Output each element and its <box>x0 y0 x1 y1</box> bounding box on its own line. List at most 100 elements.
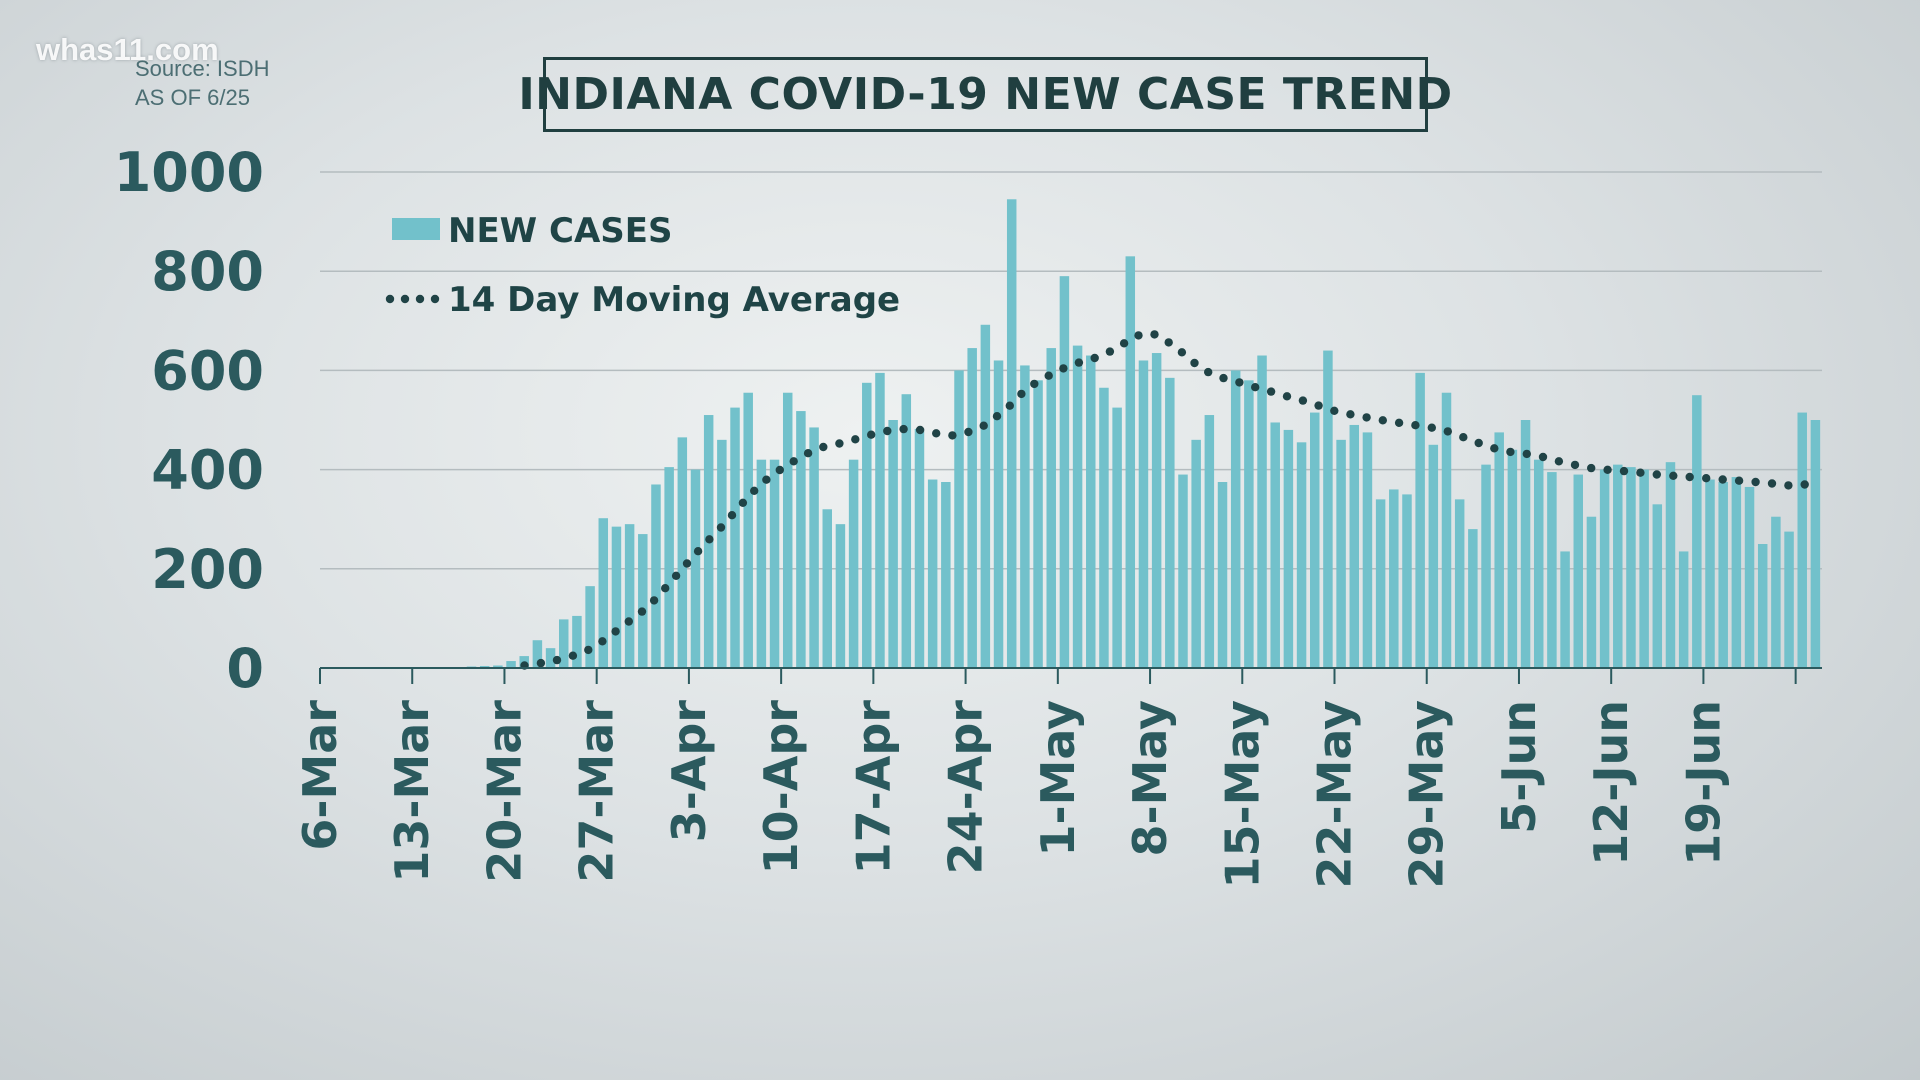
moving-average-point <box>1603 465 1612 474</box>
x-tick-label: 29-May <box>1400 700 1454 889</box>
bar <box>1059 276 1070 668</box>
moving-average-point <box>1669 471 1678 480</box>
bar <box>756 459 767 668</box>
moving-average-point <box>1506 447 1515 457</box>
bar <box>1797 412 1807 668</box>
bar <box>1639 469 1649 668</box>
moving-average-point <box>1219 373 1228 383</box>
moving-average-point <box>1619 466 1629 476</box>
moving-average-point <box>1150 330 1159 339</box>
bar <box>1244 380 1254 668</box>
bar <box>1112 407 1122 668</box>
moving-average-point <box>1427 423 1437 432</box>
moving-average-point <box>1314 401 1323 410</box>
moving-average-point <box>932 429 941 438</box>
bar <box>664 467 674 668</box>
moving-average-point <box>1059 364 1068 373</box>
y-tick-label: 400 <box>151 439 264 502</box>
moving-average-point <box>1522 449 1532 459</box>
moving-average-point <box>1378 416 1388 425</box>
x-tick-label: 12-Jun <box>1584 700 1638 866</box>
bar <box>690 469 701 668</box>
bar <box>1599 469 1610 668</box>
moving-average-point <box>1090 353 1099 363</box>
bar <box>651 484 661 668</box>
bar <box>1757 544 1768 668</box>
bar <box>1402 494 1412 668</box>
moving-average-point <box>1017 389 1026 399</box>
as-of-line: AS OF 6/25 <box>135 85 250 110</box>
bar <box>1678 551 1689 668</box>
chart-title: INDIANA COVID-19 NEW CASE TREND <box>518 69 1453 120</box>
bar <box>1033 380 1043 668</box>
moving-average-point <box>899 424 908 434</box>
moving-average-point <box>750 486 759 495</box>
moving-average-point <box>1190 358 1199 368</box>
bar <box>1310 412 1320 668</box>
bar <box>769 459 780 668</box>
legend-dot <box>430 294 440 304</box>
moving-average-series <box>520 330 1809 670</box>
moving-average-point <box>1652 470 1662 479</box>
moving-average-point <box>964 427 973 437</box>
bar <box>1573 474 1583 668</box>
bar <box>822 509 832 668</box>
moving-average-point <box>883 426 892 436</box>
bar <box>1323 350 1333 668</box>
bar <box>1468 529 1478 668</box>
moving-average-point <box>1800 480 1809 489</box>
bar <box>1586 516 1597 668</box>
moving-average-point <box>611 627 620 636</box>
bar <box>611 526 622 668</box>
bar <box>743 392 753 668</box>
moving-average-point <box>1443 427 1453 436</box>
bar <box>1283 429 1294 668</box>
bar <box>1415 372 1425 668</box>
bar <box>782 392 793 668</box>
moving-average-point <box>1411 421 1420 430</box>
bar <box>809 427 819 668</box>
moving-average-point <box>1346 410 1355 419</box>
moving-average-point <box>637 607 647 616</box>
y-tick-label: 200 <box>151 538 264 601</box>
bar <box>1560 551 1570 668</box>
bar <box>1665 462 1676 668</box>
bar <box>1441 392 1452 668</box>
moving-average-point <box>789 457 798 466</box>
bar <box>1718 482 1728 668</box>
bar <box>927 479 938 668</box>
moving-average-point <box>624 617 633 626</box>
bar <box>677 437 688 668</box>
moving-average-point <box>1490 444 1499 453</box>
bar <box>638 534 648 668</box>
bar <box>730 407 740 668</box>
legend-label-moving-average: 14 Day Moving Average <box>448 280 900 320</box>
bar <box>1784 531 1794 668</box>
bar <box>796 411 806 668</box>
bar <box>598 518 609 668</box>
moving-average-point <box>1074 358 1084 367</box>
moving-average-point <box>1459 433 1468 442</box>
moving-average-point <box>1751 477 1760 487</box>
bar <box>848 459 859 668</box>
moving-average-point <box>1538 452 1548 462</box>
x-tick-label: 19-Jun <box>1676 700 1730 866</box>
x-tick-label: 6-Mar <box>293 700 347 851</box>
bar <box>545 648 556 668</box>
legend-swatch-new-cases <box>392 218 440 240</box>
moving-average-point <box>1718 475 1727 484</box>
x-tick-label: 27-Mar <box>570 700 624 883</box>
x-tick-label: 3-Apr <box>662 700 716 843</box>
moving-average-point <box>1554 457 1564 466</box>
legend-dot <box>415 294 425 304</box>
bar <box>1204 415 1215 668</box>
moving-average-point <box>1474 438 1483 448</box>
source-note: Source: ISDH AS OF 6/25 <box>135 54 270 112</box>
bar <box>1705 479 1715 668</box>
moving-average-point <box>661 584 670 593</box>
moving-average-point <box>1235 378 1244 387</box>
moving-average-point <box>1005 401 1014 410</box>
bar <box>1692 395 1702 668</box>
moving-average-point <box>1702 474 1711 483</box>
moving-average-point <box>1251 383 1260 392</box>
